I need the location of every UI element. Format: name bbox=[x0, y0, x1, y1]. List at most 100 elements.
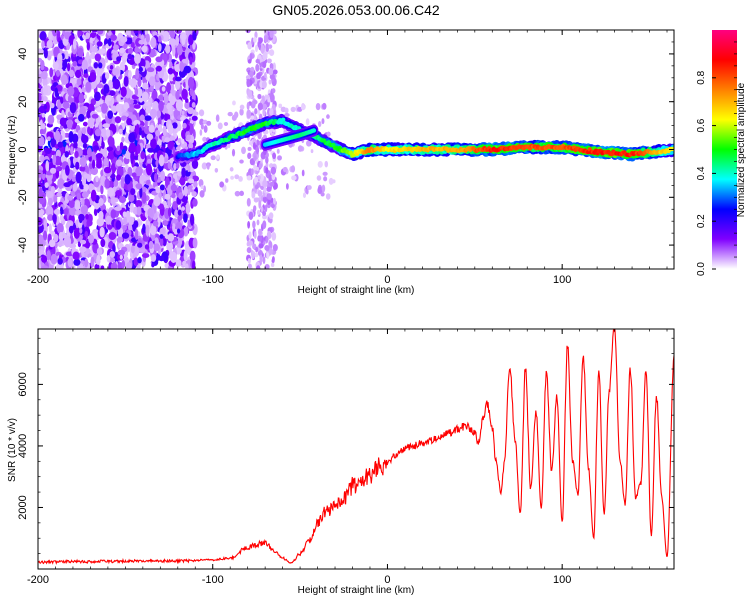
heatmap-cell bbox=[206, 163, 210, 170]
heatmap-cell bbox=[43, 218, 48, 231]
heatmap-cell bbox=[75, 209, 81, 216]
heatmap-cell bbox=[42, 84, 49, 96]
heatmap-cell bbox=[322, 102, 327, 110]
heatmap-cell bbox=[127, 53, 133, 60]
heatmap-cell bbox=[317, 160, 323, 168]
heatmap-cell bbox=[158, 154, 165, 167]
heatmap-cell bbox=[47, 206, 54, 217]
heatmap-cell bbox=[126, 261, 132, 269]
heatmap-cell bbox=[73, 227, 80, 239]
heatmap-cell bbox=[168, 123, 174, 135]
heatmap-cell bbox=[264, 244, 270, 251]
heatmap-cell bbox=[250, 168, 254, 176]
heatmap-cell bbox=[116, 174, 122, 181]
heatmap-cell bbox=[305, 118, 310, 126]
snr-x-ticks: -200 -100 0 100 bbox=[27, 329, 668, 586]
heatmap-cell bbox=[62, 101, 70, 109]
heatmap-cell bbox=[138, 127, 143, 136]
heatmap-cell bbox=[158, 94, 164, 101]
heatmap-cell bbox=[161, 135, 166, 141]
heatmap-cell bbox=[270, 197, 274, 204]
heatmap-cell bbox=[176, 228, 181, 234]
heatmap-cell bbox=[68, 206, 76, 216]
heatmap-cell bbox=[52, 213, 57, 223]
heatmap-cell bbox=[67, 85, 75, 97]
heatmap-cell bbox=[52, 30, 58, 37]
heatmap-cell bbox=[266, 230, 272, 240]
heatmap-cell bbox=[147, 105, 152, 114]
heatmap-cell bbox=[150, 138, 157, 150]
heatmap-cell bbox=[253, 230, 257, 240]
heatmap-cell bbox=[323, 176, 328, 182]
heatmap-cell bbox=[249, 52, 253, 62]
heatmap-cell bbox=[39, 128, 44, 135]
heatmap-cell bbox=[181, 138, 185, 145]
heatmap-cell bbox=[267, 193, 272, 200]
heatmap-cell bbox=[45, 160, 50, 172]
heatmap-cell bbox=[247, 152, 252, 160]
heatmap-cell bbox=[72, 60, 78, 67]
heatmap-cell bbox=[256, 72, 261, 80]
heatmap-cell bbox=[65, 251, 74, 257]
heatmap-cell bbox=[239, 108, 244, 116]
heatmap-cell bbox=[257, 249, 263, 257]
heatmap-cell bbox=[159, 227, 166, 236]
y-tick-label: 6000 bbox=[17, 372, 29, 396]
heatmap-cell bbox=[134, 87, 139, 96]
heatmap-cell bbox=[41, 112, 46, 118]
heatmap-cell bbox=[214, 167, 219, 173]
heatmap-cell bbox=[106, 95, 112, 102]
heatmap-cell bbox=[256, 219, 260, 226]
heatmap-cell bbox=[131, 172, 137, 178]
heatmap-cell bbox=[144, 115, 152, 121]
heatmap-cell bbox=[269, 49, 275, 56]
heatmap-cell bbox=[326, 114, 330, 119]
heatmap-cell bbox=[133, 104, 141, 109]
y-tick-label: 40 bbox=[17, 48, 29, 60]
heatmap-cell bbox=[282, 166, 288, 173]
heatmap-cell bbox=[259, 173, 264, 182]
snr-panel: -200 -100 0 100 2000 4000 6000 Height of stra… bbox=[7, 328, 675, 596]
heatmap-cell bbox=[105, 72, 110, 80]
heatmap-cell bbox=[48, 223, 52, 234]
heatmap-cell bbox=[247, 257, 251, 264]
heatmap-cell bbox=[86, 147, 92, 158]
heatmap-cell bbox=[198, 109, 205, 117]
heatmap-cell bbox=[69, 102, 77, 114]
heatmap-cell bbox=[116, 236, 123, 243]
heatmap-cell bbox=[216, 154, 220, 160]
heatmap-cell bbox=[252, 99, 258, 105]
heatmap-cell bbox=[223, 121, 229, 126]
heatmap-cell bbox=[185, 98, 189, 103]
heatmap-cell bbox=[106, 146, 114, 152]
heatmap-cell bbox=[175, 221, 183, 231]
heatmap-cell bbox=[163, 137, 171, 143]
heatmap-cell bbox=[118, 128, 123, 134]
heatmap-cell bbox=[251, 191, 256, 199]
heatmap-cell bbox=[38, 135, 45, 147]
heatmap-cell bbox=[120, 36, 128, 43]
heatmap-cell bbox=[270, 132, 275, 137]
heatmap-cell bbox=[63, 235, 72, 248]
heatmap-cell bbox=[103, 147, 108, 159]
heatmap-cell bbox=[84, 258, 89, 268]
heatmap-cell bbox=[263, 33, 269, 43]
heatmap-cell bbox=[188, 34, 194, 46]
heatmap-cell bbox=[180, 116, 185, 121]
heatmap-cell bbox=[193, 111, 199, 116]
heatmap-cell bbox=[138, 66, 143, 73]
y-tick-label: 20 bbox=[17, 96, 29, 108]
heatmap-cell bbox=[164, 157, 169, 163]
heatmap-cell bbox=[145, 163, 153, 176]
x-tick-label: 0 bbox=[384, 574, 390, 586]
heatmap-cell bbox=[134, 53, 141, 65]
heatmap-cell bbox=[248, 211, 254, 220]
heatmap-cell bbox=[241, 146, 246, 155]
heatmap-cell bbox=[189, 213, 195, 226]
heatmap-cell bbox=[305, 188, 309, 195]
heatmap-cell bbox=[276, 148, 280, 154]
heatmap-cell bbox=[175, 162, 180, 169]
heatmap-cell bbox=[148, 76, 156, 87]
heatmap-cell bbox=[98, 197, 104, 206]
heatmap-cell bbox=[56, 192, 62, 198]
